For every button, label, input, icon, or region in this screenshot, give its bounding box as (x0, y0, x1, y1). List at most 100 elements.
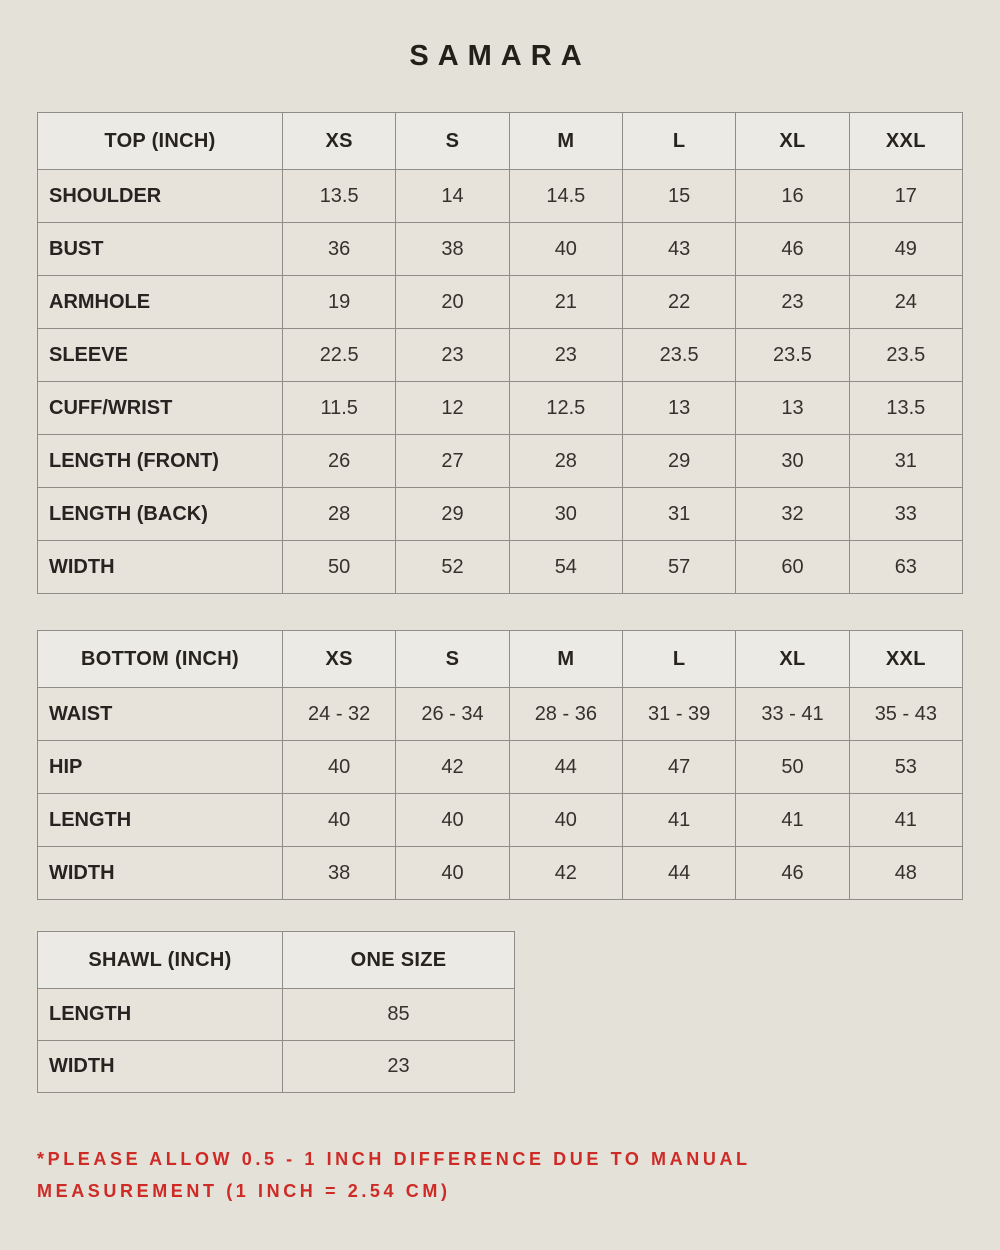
measurement-value: 22 (621, 275, 737, 329)
measurement-value: 11.5 (281, 381, 397, 435)
measurement-value: 41 (848, 793, 964, 847)
measurement-label: WIDTH (37, 540, 283, 594)
measurement-value: 15 (621, 169, 737, 223)
measurement-value: 22.5 (281, 328, 397, 382)
measurement-value: 32 (735, 487, 850, 541)
measurement-value: 26 (281, 434, 397, 488)
measurement-label: HIP (37, 740, 283, 794)
table-row: WIDTH 50 52 54 57 60 63 (37, 540, 964, 594)
measurement-value: 53 (848, 740, 964, 794)
table-row: LENGTH 85 (37, 988, 515, 1041)
measurement-value: 33 (848, 487, 964, 541)
size-column-header: XL (735, 112, 850, 170)
table-row: LENGTH 40 40 40 41 41 41 (37, 793, 964, 847)
measurement-value: 36 (281, 222, 397, 276)
measurement-value: 19 (281, 275, 397, 329)
table-row: SLEEVE 22.5 23 23 23.5 23.5 23.5 (37, 328, 964, 382)
measurement-label: CUFF/WRIST (37, 381, 283, 435)
measurement-value: 41 (621, 793, 737, 847)
measurement-value: 48 (848, 846, 964, 900)
measurement-value: 41 (735, 793, 850, 847)
size-column-header: L (621, 630, 737, 688)
measurement-value: 13 (621, 381, 737, 435)
measurement-value: 16 (735, 169, 850, 223)
measurement-value: 12 (395, 381, 510, 435)
table-title-cell: BOTTOM (INCH) (37, 630, 283, 688)
size-column-header: S (395, 630, 510, 688)
measurement-value: 13 (735, 381, 850, 435)
measurement-value: 28 (281, 487, 397, 541)
table-row: LENGTH (FRONT) 26 27 28 29 30 31 (37, 434, 964, 488)
measurement-value: 46 (735, 846, 850, 900)
measurement-value: 42 (508, 846, 623, 900)
size-column-header: XXL (848, 630, 964, 688)
measurement-value: 17 (848, 169, 964, 223)
table-title-cell: TOP (INCH) (37, 112, 283, 170)
measurement-value: 27 (395, 434, 510, 488)
size-column-header: M (508, 630, 623, 688)
table-row: ARMHOLE 19 20 21 22 23 24 (37, 275, 964, 329)
measurement-value: 21 (508, 275, 623, 329)
measurement-value: 23 (282, 1040, 515, 1093)
size-column-header: L (621, 112, 737, 170)
disclaimer-line-2: MEASUREMENT (1 INCH = 2.54 CM) (37, 1181, 451, 1202)
measurement-value: 40 (281, 740, 397, 794)
measurement-value: 63 (848, 540, 964, 594)
measurement-value: 24 - 32 (281, 687, 397, 741)
measurement-label: SHOULDER (37, 169, 283, 223)
measurement-value: 40 (508, 222, 623, 276)
measurement-value: 38 (281, 846, 397, 900)
measurement-value: 29 (395, 487, 510, 541)
measurement-value: 33 - 41 (735, 687, 850, 741)
size-column-header: XL (735, 630, 850, 688)
measurement-value: 13.5 (281, 169, 397, 223)
measurement-label: LENGTH (FRONT) (37, 434, 283, 488)
measurement-label: ARMHOLE (37, 275, 283, 329)
size-table-top: TOP (INCH) XS S M L XL XXL SHOULDER 13.5 14 14.5 15… (37, 112, 964, 594)
measurement-value: 31 (848, 434, 964, 488)
header-row: BOTTOM (INCH) XS S M L XL XXL (37, 630, 964, 688)
measurement-value: 40 (395, 793, 510, 847)
measurement-value: 35 - 43 (848, 687, 964, 741)
measurement-value: 14.5 (508, 169, 623, 223)
measurement-value: 60 (735, 540, 850, 594)
tables-container: TOP (INCH) XS S M L XL XXL SHOULDER 13.5 14 14.5 15… (37, 112, 964, 1093)
table-row: LENGTH (BACK) 28 29 30 31 32 33 (37, 487, 964, 541)
measurement-label: WIDTH (37, 1040, 283, 1093)
size-column-header: S (395, 112, 510, 170)
size-column-header: M (508, 112, 623, 170)
measurement-value: 57 (621, 540, 737, 594)
measurement-value: 43 (621, 222, 737, 276)
measurement-value: 23 (508, 328, 623, 382)
measurement-value: 30 (508, 487, 623, 541)
measurement-value: 20 (395, 275, 510, 329)
measurement-value: 31 - 39 (621, 687, 737, 741)
measurement-label: LENGTH (37, 988, 283, 1041)
header-row: SHAWL (INCH) ONE SIZE (37, 931, 515, 989)
table-title-cell: SHAWL (INCH) (37, 931, 283, 989)
size-table-shawl: SHAWL (INCH) ONE SIZE LENGTH 85 WIDTH 23 (37, 931, 515, 1093)
table-row: HIP 40 42 44 47 50 53 (37, 740, 964, 794)
measurement-value: 52 (395, 540, 510, 594)
measurement-value: 50 (281, 540, 397, 594)
measurement-value: 23 (735, 275, 850, 329)
header-row: TOP (INCH) XS S M L XL XXL (37, 112, 964, 170)
size-column-header: XS (281, 112, 397, 170)
measurement-value: 49 (848, 222, 964, 276)
measurement-value: 28 - 36 (508, 687, 623, 741)
measurement-value: 42 (395, 740, 510, 794)
measurement-value: 14 (395, 169, 510, 223)
measurement-value: 23.5 (621, 328, 737, 382)
table-row: CUFF/WRIST 11.5 12 12.5 13 13 13.5 (37, 381, 964, 435)
table-row: WAIST 24 - 32 26 - 34 28 - 36 31 - 39 33 - 41… (37, 687, 964, 741)
measurement-value: 26 - 34 (395, 687, 510, 741)
measurement-value: 31 (621, 487, 737, 541)
measurement-value: 13.5 (848, 381, 964, 435)
measurement-value: 23 (395, 328, 510, 382)
measurement-value: 23.5 (848, 328, 964, 382)
disclaimer: *PLEASE ALLOW 0.5 - 1 INCH DIFFERENCE DU… (37, 1143, 963, 1207)
measurement-label: WAIST (37, 687, 283, 741)
table-row: WIDTH 38 40 42 44 46 48 (37, 846, 964, 900)
table-row: SHOULDER 13.5 14 14.5 15 16 17 (37, 169, 964, 223)
measurement-value: 47 (621, 740, 737, 794)
